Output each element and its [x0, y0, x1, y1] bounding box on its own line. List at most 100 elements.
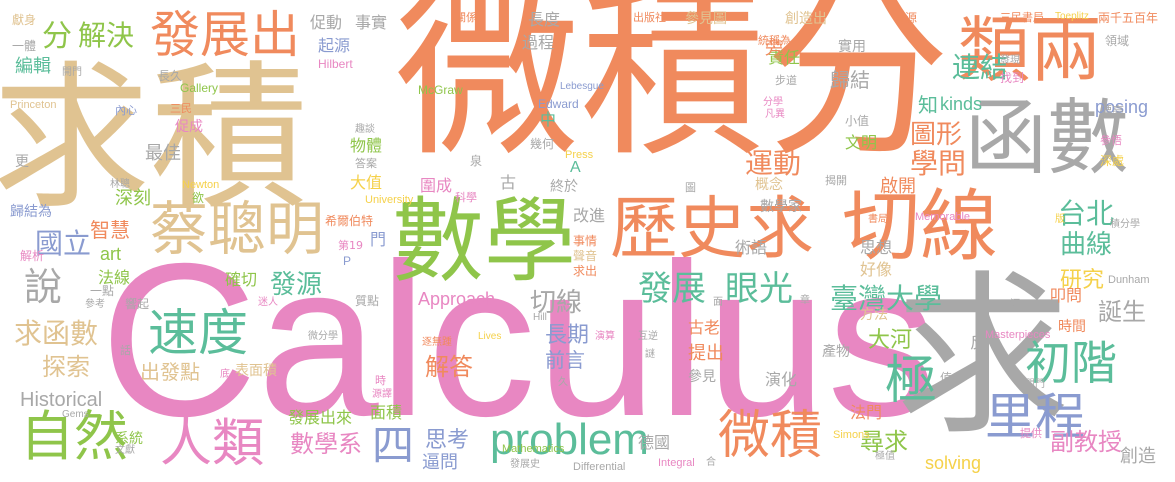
- word-tuxing: 圖形: [910, 120, 963, 150]
- word-sudu: 速度: [148, 304, 248, 362]
- word-wuti: 物體: [350, 136, 383, 155]
- word-shuxuejia: 數學家: [760, 199, 802, 215]
- word-shengyin: 聲音: [573, 249, 598, 263]
- word-shishi: 事實: [355, 13, 388, 32]
- word-canjian: 參見: [688, 369, 716, 385]
- word-hanshu: 函數: [965, 91, 1130, 186]
- word-zhihui: 智慧: [90, 218, 130, 242]
- word-changqi: 長期: [545, 323, 590, 348]
- word-yiti: 一體: [12, 39, 37, 53]
- word-shiyong: 實用: [838, 39, 866, 55]
- word-shenchu: 深處: [1100, 154, 1125, 168]
- word-weijifen: 微積分: [395, 0, 950, 182]
- word-zuijia: 最佳: [145, 143, 181, 164]
- word-qiu-large: 求: [895, 256, 1070, 459]
- word-mianji: 面積: [370, 403, 403, 422]
- word-hua: 話: [120, 344, 131, 357]
- word-qiuji: 求積: [0, 47, 308, 231]
- word-queqie: 確切: [225, 270, 258, 289]
- word-qiuhanshu: 求函數: [14, 317, 99, 350]
- word-zhaodao: 找到: [1000, 71, 1025, 85]
- word-dansheng: 誕生: [1098, 298, 1146, 326]
- word-solving: solving: [925, 453, 982, 473]
- word-approach: Approach: [418, 289, 496, 309]
- word-taiwandaxue: 臺灣大學: [830, 282, 943, 315]
- word-a: A: [570, 159, 581, 176]
- word-lishiqiu: 歷史求: [610, 190, 815, 269]
- word-zhuwuzhong: 逐無踵: [422, 337, 452, 348]
- word-youyuan: 有源: [893, 11, 918, 25]
- word-yanguang: 眼光: [725, 269, 793, 309]
- word-quan: 泉: [470, 154, 483, 168]
- word-gu: 古: [500, 173, 517, 192]
- word-lingyu: 領域: [1105, 34, 1130, 48]
- word-zhong: 中: [540, 110, 557, 129]
- word-shuju: 書局: [868, 214, 888, 225]
- word-kaimen: 開門: [62, 67, 82, 78]
- word-pang: 旁: [765, 38, 783, 59]
- word-posing: posing: [1095, 97, 1149, 117]
- word-fazhanchulai: 發展出來: [288, 408, 353, 427]
- word-chujie: 初階: [1025, 336, 1117, 390]
- word-piaoliang: 漂亮: [1100, 104, 1125, 118]
- word-zhang: 章: [800, 295, 810, 306]
- word-chubanshe: 出版社: [633, 11, 666, 24]
- word-chanwu: 產物: [822, 344, 850, 360]
- word-shiqing: 事情: [573, 234, 598, 248]
- word-weicheng: 圍成: [420, 176, 453, 195]
- word-jiekai: 揭開: [825, 174, 847, 187]
- word-lincong: 林聰: [110, 179, 130, 190]
- word-guoli: 國立: [35, 227, 92, 260]
- word-fangfa: 方法: [860, 307, 888, 323]
- word-jiejue: 解決: [78, 19, 135, 52]
- word-edward: Edward: [538, 97, 579, 111]
- word-integral: Integral: [658, 457, 695, 469]
- word-changjiu: 長久: [158, 69, 183, 83]
- word-daan: 答案: [355, 157, 377, 170]
- word-lives: Lives: [478, 331, 502, 342]
- word-canwu: 參悟: [1100, 134, 1122, 147]
- word-sanmin: 三民: [170, 102, 192, 115]
- word-kouwen: 叩問: [1050, 286, 1083, 305]
- word-renlei: 人類: [160, 414, 265, 474]
- word-geng: 更: [15, 154, 29, 170]
- word-differential: Differential: [573, 461, 626, 473]
- word-xuewen: 學問: [910, 147, 967, 180]
- word-licheng: 里程: [985, 388, 1085, 446]
- word-xitong: 系統: [115, 431, 143, 447]
- word-shijian: 時間: [1058, 319, 1086, 335]
- word-budao: 步道: [775, 74, 797, 87]
- word-weiji: 微積: [718, 406, 823, 466]
- word-memorable: Memorable: [915, 211, 971, 223]
- word-yanhua: 演化: [765, 370, 798, 389]
- word-qianyan: 前言: [545, 348, 585, 372]
- word-ji: 極: [885, 351, 938, 411]
- word-famen: 法門: [850, 403, 883, 422]
- word-zhi: 知: [918, 93, 938, 117]
- word-yidian: 一點: [90, 284, 115, 298]
- word-simons: Simons: [833, 429, 870, 441]
- word-tu: 圖: [685, 181, 696, 194]
- word-sixiang: 思想: [860, 238, 893, 257]
- word-shuo: 說: [24, 265, 63, 309]
- word-biaomianji: 表面積: [235, 363, 277, 379]
- word-qikai: 啟開: [880, 176, 916, 197]
- word-faxian-small: 發現: [1000, 55, 1020, 66]
- word-canjiantu: 參見圖: [685, 11, 727, 27]
- word-ban: 版: [1055, 214, 1065, 225]
- word-toeplitz: Toeplitz: [1055, 11, 1089, 22]
- word-dazhi: 大值: [350, 173, 383, 192]
- word-chufadian: 出發點: [140, 360, 200, 384]
- word-changdu: 長度: [528, 10, 561, 29]
- word-wenming: 文明: [845, 133, 878, 152]
- word-xunqiu: 尋求: [860, 428, 908, 456]
- word-kinds: kinds: [940, 94, 983, 114]
- word-dunham: Dunham: [1108, 274, 1150, 286]
- word-gaijin: 改進: [573, 206, 606, 225]
- word-zeren: 責任: [768, 48, 801, 67]
- word-wenxian: 文獻: [115, 445, 135, 456]
- word-fazhanshi: 發展史: [510, 459, 540, 470]
- word-fen: 分: [42, 19, 72, 54]
- word-mian: 面: [713, 297, 723, 308]
- word-fazhanchu: 發展出: [150, 6, 300, 64]
